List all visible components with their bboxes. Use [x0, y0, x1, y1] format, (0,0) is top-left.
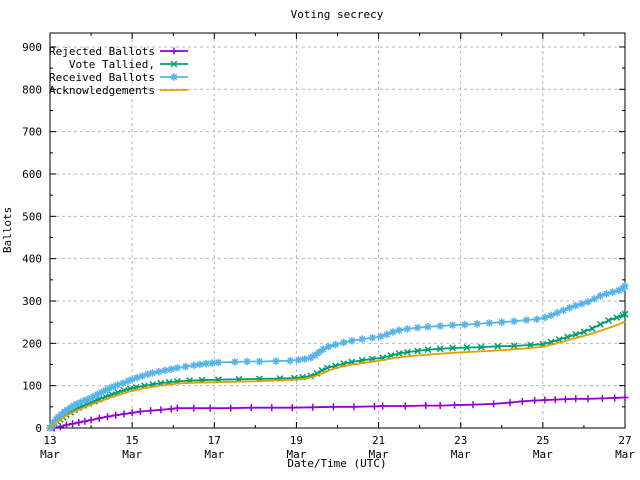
x-tick-label-month: Mar	[204, 448, 224, 461]
series-line-acknowledgements	[49, 320, 626, 429]
y-tick-label: 100	[22, 380, 42, 393]
series-line-vote-tallied	[49, 313, 626, 429]
x-tick-label-day: 13	[43, 434, 56, 447]
x-tick-label-month: Mar	[369, 448, 389, 461]
legend-marker-cross-icon	[170, 60, 178, 68]
legend-label-vote-tallied: Vote Tallied,	[69, 58, 155, 71]
x-tick-label-month: Mar	[122, 448, 142, 461]
y-tick-label: 600	[22, 168, 42, 181]
x-tick-label-day: 17	[208, 434, 221, 447]
legend-marker-star-icon	[170, 73, 178, 81]
legend-marker-plus-icon	[170, 47, 178, 55]
y-tick-label: 0	[35, 422, 42, 435]
y-tick-label: 800	[22, 83, 42, 96]
x-tick-label-month: Mar	[40, 448, 60, 461]
y-axis-label: Ballots	[1, 207, 14, 253]
x-tick-label-month: Mar	[615, 448, 635, 461]
series-markers-received-ballots	[46, 282, 629, 432]
y-tick-label: 200	[22, 337, 42, 350]
y-tick-label: 500	[22, 210, 42, 223]
x-tick-label-day: 27	[618, 434, 631, 447]
y-tick-label: 300	[22, 295, 42, 308]
x-axis-label: Date/Time (UTC)	[287, 457, 386, 470]
y-tick-label: 400	[22, 253, 42, 266]
x-tick-label-day: 23	[454, 434, 467, 447]
x-tick-label-day: 25	[536, 434, 549, 447]
chart-title: Voting secrecy	[291, 8, 384, 21]
x-tick-label-day: 19	[290, 434, 303, 447]
x-tick-label-day: 15	[126, 434, 139, 447]
x-tick-label-month: Mar	[533, 448, 553, 461]
legend-label-acknowledgements: Acknowledgements	[49, 84, 155, 97]
y-tick-label: 700	[22, 126, 42, 139]
x-tick-label-month: Mar	[286, 448, 306, 461]
x-tick-label-day: 21	[372, 434, 385, 447]
x-tick-label-month: Mar	[451, 448, 471, 461]
legend-label-rejected-ballots: Rejected Ballots	[49, 45, 155, 58]
legend-label-received-ballots: Received Ballots	[49, 71, 155, 84]
y-tick-label: 900	[22, 41, 42, 54]
